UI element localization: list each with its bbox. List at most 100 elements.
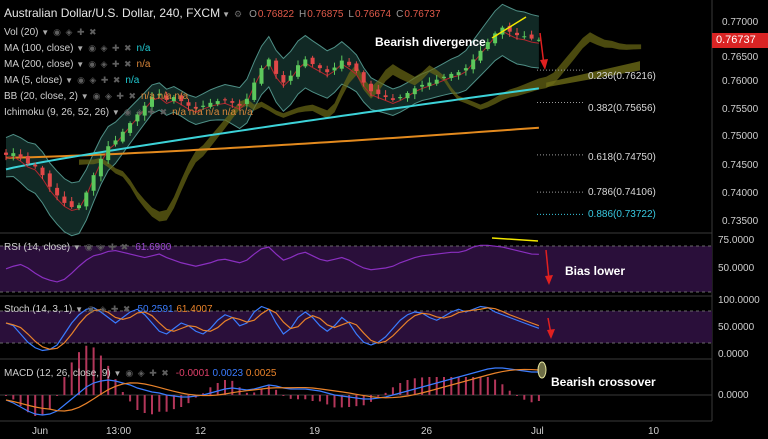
- macd-histogram-bar: [530, 395, 533, 403]
- macd-histogram-bar: [56, 395, 59, 396]
- indicator-row-bb[interactable]: BB (20, close, 2) ▼ ◉ ◈ ✚ ✖ n/a n/a n/a: [4, 91, 189, 102]
- indicator-row-ma5[interactable]: MA (5, close) ▼ ◉ ◈ ✚ ✖ n/a: [4, 75, 140, 86]
- macd-histogram-bar: [5, 395, 7, 396]
- stoch-d-line: [5, 307, 540, 350]
- annotation-bias-lower: Bias lower: [565, 264, 626, 278]
- rsi-value: 61.6900: [135, 242, 172, 253]
- candle-body: [18, 154, 23, 158]
- price-tick-label: 0.73500: [722, 216, 759, 227]
- indicator-controls-icon[interactable]: ◉ ◈ ✚ ✖: [92, 91, 137, 101]
- candle-body: [493, 33, 498, 44]
- macd-histogram-bar: [355, 395, 358, 407]
- candle-body: [69, 201, 74, 207]
- macd-histogram-bar: [209, 387, 212, 395]
- stoch-legend[interactable]: Stoch (14, 3, 1) ▼ ◉ ◈ ✚ ✖ 50.2591 61.4007: [4, 304, 213, 315]
- macd-histogram-bar: [92, 347, 95, 395]
- macd-histogram-bar: [399, 383, 402, 395]
- macd-histogram-bar: [311, 395, 314, 401]
- macd-legend[interactable]: MACD (12, 26, close, 9) ▼ ◉ ◈ ✚ ✖ -0.0001 …: [4, 368, 277, 379]
- candle-body: [515, 32, 519, 36]
- rsi-tick-label: 75.0000: [718, 235, 755, 246]
- candle-body: [325, 69, 330, 73]
- macd-histogram-bar: [304, 395, 307, 400]
- indicator-row-vol[interactable]: Vol (20) ▼ ◉ ◈ ✚ ✖: [4, 27, 98, 38]
- candle-body: [522, 36, 527, 38]
- fib-label: 0.236(0.76216): [588, 71, 656, 82]
- bollinger-lower: [5, 54, 539, 237]
- indicator-controls-icon[interactable]: ◉ ◈ ✚ ✖: [87, 304, 132, 314]
- indicator-controls-icon[interactable]: ◉ ◈ ✚ ✖: [84, 242, 130, 252]
- rsi-legend[interactable]: RSI (14, close) ▼ ◉ ◈ ✚ ✖ 61.6900: [4, 242, 172, 253]
- macd-histogram-bar: [165, 395, 168, 412]
- indicator-row-ma200[interactable]: MA (200, close) ▼ ◉ ◈ ✚ ✖ n/a: [4, 59, 151, 70]
- indicator-controls-icon[interactable]: ◉ ◈ ✚ ✖: [88, 43, 133, 53]
- candle-body: [339, 60, 344, 69]
- macd-histogram-bar: [472, 377, 475, 395]
- macd-histogram-bar: [457, 377, 460, 395]
- macd-histogram-bar: [99, 355, 102, 395]
- candle-body: [237, 103, 242, 106]
- macd-histogram-bar: [158, 395, 161, 412]
- ichimoku-cloud-forward: [546, 61, 640, 88]
- candle-body: [25, 156, 30, 164]
- candle-body: [157, 94, 162, 96]
- macd-histogram-bar: [384, 392, 387, 395]
- candle-body: [303, 59, 308, 67]
- chevron-down-icon[interactable]: ▼: [222, 10, 230, 19]
- down-arrow-head: [545, 275, 553, 285]
- macd-histogram-bar: [406, 380, 409, 395]
- candle-body: [471, 59, 476, 70]
- bollinger-band-fill: [6, 4, 539, 236]
- candle-body: [11, 153, 16, 157]
- candle-body: [179, 95, 184, 102]
- candle-body: [223, 99, 227, 101]
- candle-body: [193, 106, 198, 109]
- macd-histogram-bar: [70, 362, 73, 395]
- down-arrow-head: [540, 59, 548, 70]
- time-tick-label: 12: [195, 426, 207, 437]
- time-tick-label: 19: [309, 426, 321, 437]
- macd-histogram-bar: [180, 395, 183, 407]
- macd-histogram-bar: [267, 385, 270, 395]
- indicator-controls-icon[interactable]: ◉ ◈ ✚ ✖: [88, 59, 133, 69]
- stoch-tick-label: 100.0000: [718, 295, 760, 306]
- indicator-row-ma100[interactable]: MA (100, close) ▼ ◉ ◈ ✚ ✖ n/a: [4, 43, 151, 54]
- macd-histogram-bar: [464, 377, 467, 395]
- fib-label: 0.886(0.73722): [588, 209, 656, 220]
- macd-histogram-bar: [275, 389, 278, 395]
- macd-histogram-bar: [435, 377, 438, 395]
- candle-body: [427, 82, 432, 87]
- chart-title-bar: Australian Dollar/U.S. Dollar, 240, FXCM…: [4, 7, 446, 21]
- candle-body: [463, 68, 468, 71]
- macd-tick-label: 0.0000: [718, 390, 749, 401]
- macd-histogram-bar: [348, 395, 351, 407]
- indicator-controls-icon[interactable]: ◉ ◈ ✚ ✖: [53, 27, 98, 37]
- macd-histogram-bar: [172, 395, 175, 410]
- indicator-controls-icon[interactable]: ◉ ◈ ✚ ✖: [123, 107, 169, 117]
- open-value: 0.76822: [257, 9, 295, 20]
- annotation-bearish-crossover: Bearish crossover: [551, 375, 656, 389]
- price-tick-label: 0.77000: [722, 17, 759, 28]
- indicator-controls-icon[interactable]: ◉ ◈ ✚ ✖: [77, 75, 122, 85]
- fib-label: 0.618(0.74750): [588, 152, 656, 163]
- candle-body: [376, 89, 381, 95]
- candle-body: [310, 57, 315, 65]
- rsi-band-fill: [0, 246, 712, 292]
- stoch-k-line: [5, 305, 540, 352]
- indicator-row-ichimoku[interactable]: Ichimoku (9, 26, 52, 26) ▼ ◉ ◈ ✚ ✖ n/a n/a…: [4, 107, 253, 118]
- macd-histogram-bar: [450, 377, 453, 395]
- candle-body: [106, 146, 111, 161]
- symbol-title[interactable]: Australian Dollar/U.S. Dollar, 240, FXCM: [4, 6, 221, 20]
- macd-histogram-bar: [501, 384, 504, 395]
- indicator-controls-icon[interactable]: ◉ ◈ ✚ ✖: [125, 368, 170, 378]
- macd-histogram-bar: [443, 377, 445, 395]
- rsi-tick-label: 50.0000: [718, 263, 755, 274]
- candle-body: [62, 196, 67, 203]
- rsi-line: [5, 244, 539, 283]
- candle-body: [266, 59, 271, 67]
- macd-histogram-bar: [216, 383, 219, 395]
- settings-icon[interactable]: ⚙: [234, 9, 244, 19]
- candle-body: [412, 88, 417, 95]
- ma200-line: [5, 126, 539, 159]
- candle-body: [485, 42, 490, 50]
